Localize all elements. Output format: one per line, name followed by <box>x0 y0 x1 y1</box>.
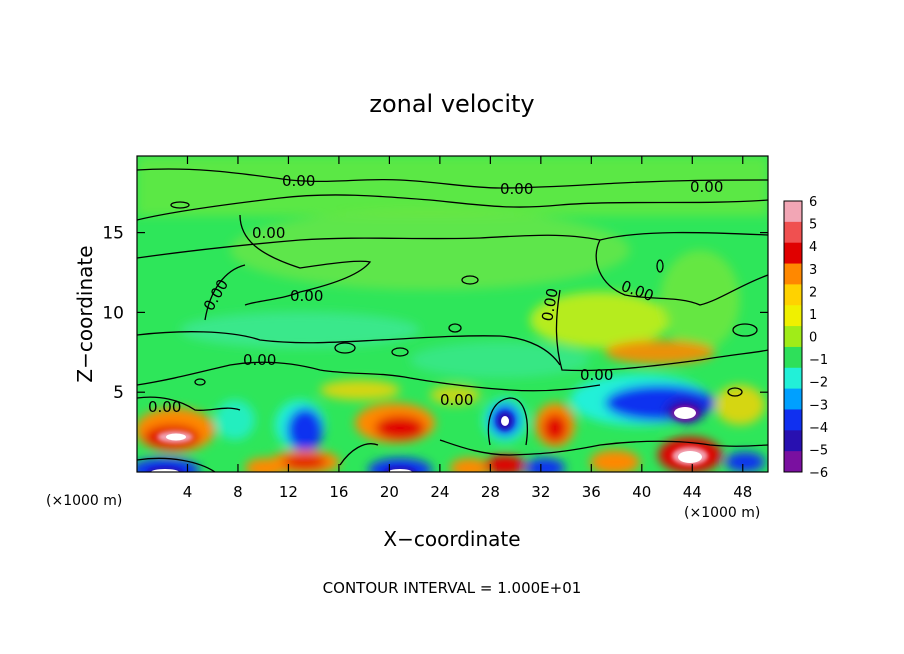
contour-line <box>204 264 246 321</box>
contour-line <box>137 194 768 221</box>
contour-line <box>170 201 190 209</box>
colorbar-label: 0 <box>809 331 817 346</box>
x-unit-right: (×1000 m) <box>684 505 760 521</box>
colorbar-frame <box>783 200 803 473</box>
y-axis-label: Z−coordinate <box>73 245 97 382</box>
contour-label: 0.00 <box>243 351 276 369</box>
contour-line <box>461 275 479 285</box>
chart-title: zonal velocity <box>369 90 534 118</box>
x-unit-left: (×1000 m) <box>46 493 122 509</box>
contour-label: 0.00 <box>148 398 181 416</box>
contour-line <box>137 331 561 366</box>
colorbar-swatch <box>784 326 802 348</box>
contour-label: 0.00 <box>500 180 533 198</box>
y-tick-label: 15 <box>102 224 124 244</box>
contour-line <box>732 323 758 337</box>
colorbar-label: −2 <box>809 376 828 391</box>
contour-line <box>137 396 241 412</box>
contour-label: 0.00 <box>252 224 285 242</box>
x-tick-label: 48 <box>733 483 752 501</box>
contour-line <box>137 168 768 189</box>
contour-line <box>595 239 768 306</box>
contour-line <box>487 397 528 446</box>
x-tick-label: 32 <box>531 483 550 501</box>
contour-line <box>391 347 409 357</box>
contour-line <box>339 443 379 466</box>
colorbar-swatch <box>784 346 802 369</box>
contour-label: 0.00 <box>290 287 323 305</box>
contour-interval-annotation: CONTOUR INTERVAL = 1.000E+01 <box>323 579 582 597</box>
colorbar-swatch <box>784 242 802 265</box>
x-axis-label: X−coordinate <box>383 527 520 551</box>
colorbar-label: −4 <box>809 421 828 436</box>
x-tick-label: 16 <box>329 483 348 501</box>
contour-labels: 0.00 0.00 0.00 0.00 0.00 0.00 0.00 0.00 … <box>148 172 723 416</box>
colorbar-swatch <box>784 388 802 410</box>
x-tick-label: 44 <box>683 483 702 501</box>
colorbar-label: 5 <box>809 218 817 233</box>
contour-line <box>239 214 372 306</box>
plot-frame <box>136 155 769 473</box>
colorbar-label: 2 <box>809 285 817 300</box>
colorbar-label: 6 <box>809 195 817 210</box>
colorbar-swatch <box>784 221 802 244</box>
colorbar-label: −3 <box>809 398 828 413</box>
contour-label: 0.00 <box>690 178 723 196</box>
colorbar-swatch <box>784 201 802 223</box>
contour-line <box>334 342 356 354</box>
colorbar-swatch <box>784 305 802 327</box>
colorbar-label: −1 <box>809 353 828 368</box>
field-white-cores <box>151 407 702 472</box>
contour-line <box>137 231 768 259</box>
contour-line <box>439 439 768 456</box>
contour-lines <box>137 168 768 472</box>
x-tick-label: 28 <box>481 483 500 501</box>
colorbar-label: −6 <box>809 466 828 481</box>
x-tick-label: 8 <box>233 483 243 501</box>
field-shading <box>137 156 768 472</box>
colorbar-swatch <box>784 430 802 452</box>
colorbar-swatch <box>784 263 802 285</box>
x-tick-label: 40 <box>632 483 651 501</box>
y-tick-label: 5 <box>113 383 124 403</box>
colorbar-label: 3 <box>809 263 817 278</box>
contour-line <box>137 361 601 392</box>
colorbar-swatch <box>784 284 802 306</box>
x-tick-label: 24 <box>430 483 449 501</box>
contour-line <box>727 387 743 397</box>
colorbar-label: 4 <box>809 240 817 255</box>
colorbar-label: −5 <box>809 443 828 458</box>
contour-label: 0.00 <box>580 366 613 384</box>
colorbar-swatch <box>784 367 802 390</box>
contour-label: 0.00 <box>440 391 473 409</box>
contour-label: 0.00 <box>538 287 562 323</box>
contour-line <box>194 378 206 386</box>
colorbar-swatch <box>784 409 802 431</box>
contour-label: 0.00 <box>282 172 315 190</box>
x-tick-label: 4 <box>183 483 193 501</box>
y-tick-label: 10 <box>102 303 124 323</box>
x-tick-label: 20 <box>380 483 399 501</box>
colorbar: 6 5 4 3 2 1 0 −1 −2 −3 −4 −5 −6 <box>783 195 828 481</box>
contour-line <box>448 323 462 333</box>
contour-line <box>656 259 664 273</box>
contour-line <box>137 457 216 472</box>
colorbar-label: 1 <box>809 308 817 323</box>
colorbar-swatch <box>784 451 802 473</box>
plot-area: 0.00 0.00 0.00 0.00 0.00 0.00 0.00 0.00 … <box>137 156 768 472</box>
contour-line <box>555 289 768 372</box>
x-tick-label: 12 <box>279 483 298 501</box>
x-tick-label: 36 <box>582 483 601 501</box>
